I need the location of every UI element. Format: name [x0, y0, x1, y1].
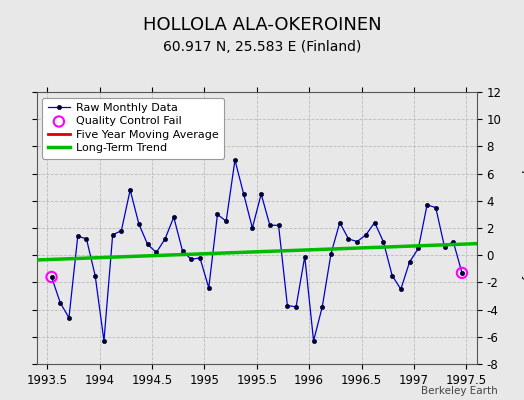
Raw Monthly Data [372, 220, 378, 225]
Raw Monthly Data [267, 223, 273, 228]
Raw Monthly Data [136, 222, 142, 226]
Raw Monthly Data [319, 304, 325, 309]
Raw Monthly Data [276, 223, 282, 228]
Raw Monthly Data [66, 315, 72, 320]
Raw Monthly Data [380, 239, 387, 244]
Raw Monthly Data [188, 257, 194, 262]
Legend: Raw Monthly Data, Quality Control Fail, Five Year Moving Average, Long-Term Tren: Raw Monthly Data, Quality Control Fail, … [42, 98, 224, 159]
Raw Monthly Data [433, 205, 439, 210]
Raw Monthly Data [118, 228, 125, 233]
Raw Monthly Data [171, 215, 177, 220]
Raw Monthly Data [310, 338, 316, 343]
Raw Monthly Data [354, 239, 361, 244]
Raw Monthly Data [101, 338, 107, 343]
Text: Berkeley Earth: Berkeley Earth [421, 386, 498, 396]
Raw Monthly Data [214, 212, 221, 217]
Raw Monthly Data [293, 304, 299, 309]
Raw Monthly Data [424, 202, 430, 207]
Raw Monthly Data [389, 273, 395, 278]
Raw Monthly Data [459, 270, 465, 275]
Raw Monthly Data [179, 249, 185, 254]
Raw Monthly Data [328, 252, 334, 256]
Raw Monthly Data [415, 246, 421, 251]
Raw Monthly Data [249, 226, 256, 230]
Line: Raw Monthly Data: Raw Monthly Data [49, 158, 464, 343]
Quality Control Fail [47, 274, 56, 280]
Raw Monthly Data [441, 245, 447, 250]
Raw Monthly Data [57, 300, 63, 305]
Raw Monthly Data [205, 286, 212, 290]
Raw Monthly Data [153, 250, 159, 255]
Raw Monthly Data [258, 192, 264, 196]
Raw Monthly Data [407, 260, 413, 264]
Y-axis label: Temperature Anomaly (°C): Temperature Anomaly (°C) [521, 144, 524, 312]
Raw Monthly Data [241, 192, 247, 196]
Raw Monthly Data [162, 236, 168, 241]
Raw Monthly Data [345, 236, 352, 241]
Raw Monthly Data [145, 242, 151, 247]
Raw Monthly Data [232, 158, 238, 162]
Raw Monthly Data [284, 303, 290, 308]
Raw Monthly Data [48, 274, 54, 279]
Raw Monthly Data [92, 273, 99, 278]
Raw Monthly Data [110, 232, 116, 237]
Quality Control Fail [458, 270, 466, 276]
Text: 60.917 N, 25.583 E (Finland): 60.917 N, 25.583 E (Finland) [163, 40, 361, 54]
Raw Monthly Data [450, 239, 456, 244]
Raw Monthly Data [127, 188, 133, 192]
Raw Monthly Data [336, 220, 343, 225]
Raw Monthly Data [197, 256, 203, 260]
Raw Monthly Data [363, 232, 369, 237]
Text: HOLLOLA ALA-OKEROINEN: HOLLOLA ALA-OKEROINEN [143, 16, 381, 34]
Raw Monthly Data [74, 234, 81, 238]
Raw Monthly Data [302, 254, 308, 259]
Raw Monthly Data [83, 236, 90, 241]
Raw Monthly Data [398, 287, 404, 292]
Raw Monthly Data [223, 219, 230, 224]
